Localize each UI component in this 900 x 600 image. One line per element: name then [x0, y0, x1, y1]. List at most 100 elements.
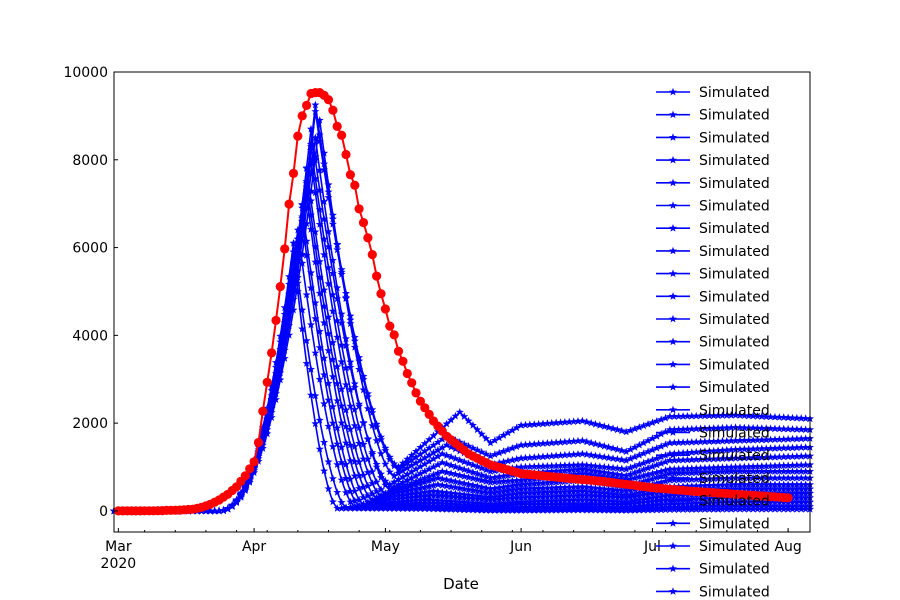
legend-label: Simulated: [699, 471, 770, 487]
simulated-point: [648, 505, 657, 514]
legend-label: Simulated: [699, 539, 770, 555]
observed-point: [393, 346, 404, 356]
simulated-point: [617, 486, 626, 495]
simulated-point: [552, 466, 561, 475]
simulated-point: [775, 452, 784, 461]
simulated-point: [757, 498, 766, 506]
simulated-point: [762, 498, 771, 506]
simulated-point: [801, 460, 810, 469]
simulated-point: [525, 420, 534, 429]
simulated-point: [499, 457, 508, 466]
simulated-point: [801, 425, 810, 433]
simulated-point: [315, 327, 324, 335]
simulated-point: [372, 504, 381, 512]
simulated-point: [267, 408, 276, 416]
simulated-point: [652, 432, 661, 440]
simulated-point: [363, 454, 372, 463]
simulated-point: [307, 365, 315, 373]
simulated-point: [342, 438, 350, 447]
simulated-point: [307, 390, 315, 399]
simulated-point: [692, 437, 701, 446]
simulated-point: [320, 302, 329, 310]
simulated-point: [587, 470, 596, 479]
simulated-point: [298, 236, 307, 245]
simulated-point: [258, 444, 267, 452]
simulated-point: [679, 495, 688, 503]
simulated-point: [661, 477, 670, 485]
simulated-point: [705, 424, 714, 432]
observed-point: [332, 121, 342, 131]
simulated-point: [289, 259, 298, 267]
simulated-point: [320, 235, 329, 243]
simulated-point: [517, 480, 526, 488]
simulated-point: [482, 506, 491, 514]
simulated-point: [482, 483, 491, 492]
simulated-point: [307, 268, 315, 277]
simulated-point: [700, 411, 709, 420]
simulated-point: [705, 505, 714, 513]
simulated-point: [311, 314, 320, 323]
simulated-point: [337, 340, 346, 349]
simulated-point: [324, 329, 333, 337]
simulated-point: [302, 219, 311, 228]
simulated-point: [600, 453, 609, 461]
simulated-point: [722, 463, 731, 471]
simulated-point: [609, 424, 617, 432]
simulated-point: [486, 495, 495, 504]
observed-point: [258, 406, 268, 416]
simulated-point: [626, 506, 635, 514]
simulated-point: [613, 425, 622, 434]
simulated-point: [661, 505, 670, 514]
simulated-point: [718, 436, 727, 445]
simulated-point: [289, 269, 298, 278]
simulated-point: [797, 460, 806, 469]
simulated-point: [525, 462, 534, 471]
simulated-point: [276, 352, 285, 360]
simulated-point: [574, 505, 582, 514]
simulated-point: [482, 434, 491, 442]
simulated-point: [254, 450, 263, 459]
simulated-point: [495, 448, 504, 457]
simulated-point: [727, 454, 736, 462]
legend-label: Simulated: [699, 380, 770, 396]
simulated-point: [644, 463, 652, 472]
simulated-point: [320, 438, 329, 446]
simulated-point: [521, 462, 530, 471]
simulated-point: [600, 468, 609, 476]
simulated-point: [630, 492, 639, 500]
simulated-point: [604, 506, 613, 514]
simulated-point: [630, 452, 639, 461]
simulated-point: [368, 467, 377, 476]
simulated-point: [635, 467, 644, 475]
y-tick-label: 0: [99, 504, 108, 520]
simulated-point: [692, 481, 701, 490]
simulated-point: [626, 454, 635, 463]
observed-point: [354, 204, 364, 214]
simulated-point: [342, 422, 350, 430]
simulated-point: [696, 411, 705, 420]
simulated-point: [700, 455, 709, 463]
simulated-point: [766, 435, 775, 444]
simulated-point: [731, 467, 740, 475]
legend: Simulated Simulated Simulated Simulated Simu…: [656, 85, 770, 600]
simulated-point: [622, 487, 631, 495]
simulated-point: [438, 467, 447, 475]
simulated-point: [525, 506, 534, 514]
simulated-point: [328, 355, 337, 363]
simulated-point: [727, 474, 736, 482]
simulated-point: [412, 458, 420, 467]
simulated-point: [771, 480, 779, 488]
simulated-point: [788, 467, 797, 475]
simulated-point: [398, 462, 407, 470]
simulated-point: [517, 440, 526, 449]
simulated-point: [762, 505, 771, 513]
observed-point: [240, 471, 250, 481]
simulated-point: [337, 401, 346, 410]
simulated-point: [556, 506, 565, 514]
simulated-point: [525, 493, 534, 501]
simulated-point: [779, 473, 788, 482]
simulated-point: [784, 473, 793, 482]
simulated-point: [797, 498, 806, 506]
simulated-point: [762, 444, 771, 452]
simulated-point: [482, 465, 491, 474]
